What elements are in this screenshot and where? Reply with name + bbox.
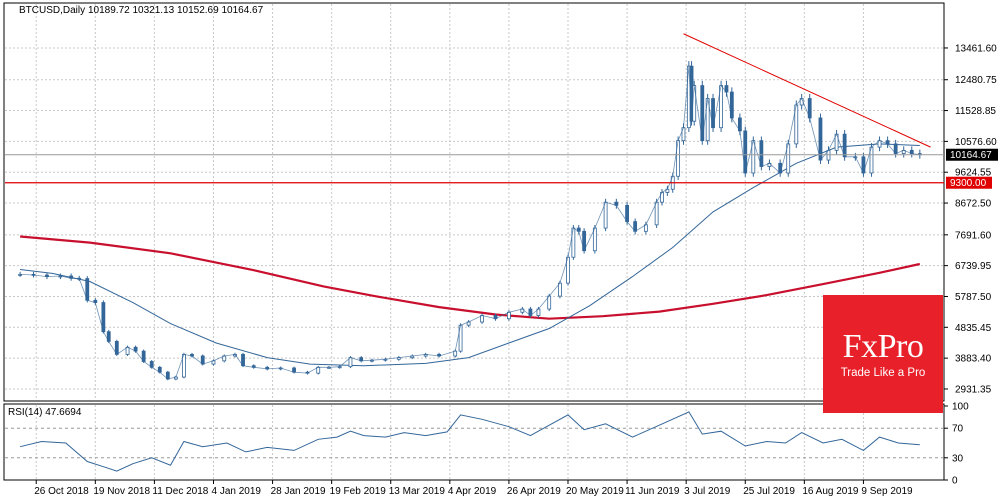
y-tick-label: 8672.50 [955,199,992,210]
price-y-axis: 13461.60 12480.75 11528.85 10576.60 9624.55 8… [944,43,997,395]
x-tick-label: 26 Apr 2019 [507,486,561,497]
x-tick-label: 26 Oct 2018 [34,486,89,497]
x-tick-label: 28 Jan 2019 [271,486,326,497]
y-tick-label: 7691.60 [955,230,992,241]
y-tick-label: 12480.75 [955,75,997,86]
x-tick-label: 4 Apr 2019 [448,486,497,497]
y-tick-label: 9624.55 [955,168,992,179]
y-tick-label: 13461.60 [955,43,997,54]
x-tick-label: 19 Feb 2019 [330,486,387,497]
ma-short-line [20,143,920,367]
fxpro-logo: FxPro [842,328,924,365]
y-tick-label: 4835.45 [955,323,992,334]
rsi-levels [5,427,943,459]
ohlc-label: 10189.72 10321.13 10152.69 10164.67 [88,5,264,16]
rsi-series [19,411,920,472]
rsi-y-axis: 100 70 30 0 [944,402,969,487]
y-tick-label: 5787.50 [955,292,992,303]
candle-body [453,350,458,357]
rsi-grid [35,405,864,479]
ma-long-line [20,235,921,320]
x-axis: 26 Oct 2018 19 Nov 2018 11 Dec 2018 4 Jan 2… [34,480,913,497]
y-tick-label: 2931.35 [955,384,992,395]
x-tick-label: 4 Jan 2019 [211,486,261,497]
x-tick-label: 19 Nov 2018 [93,486,150,497]
rsi-panel [3,403,945,481]
x-tick-label: 9 Sep 2019 [861,486,913,497]
candle-body [507,311,511,320]
ma-long-series [20,235,921,320]
rsi-line [19,411,920,472]
chart-overlays: 10164.67 9300.00 [5,33,998,189]
current-price-label: 10164.67 [950,150,992,161]
x-tick-label: 3 Jul 2019 [684,486,731,497]
support-label: 9300.00 [950,178,987,189]
price-grid [5,4,943,400]
rsi-tick-label: 70 [952,424,964,435]
trendline [683,33,931,148]
support-tag [946,176,992,189]
x-tick-label: 20 May 2019 [566,486,624,497]
x-tick-label: 25 Jul 2019 [743,486,795,497]
candle-body [547,295,552,310]
x-tick-label: 16 Aug 2019 [802,486,859,497]
ma-short-series [20,143,920,367]
candle-body [558,282,562,297]
rsi-tick-label: 30 [952,453,964,464]
candle-body [654,201,659,226]
fxpro-brand-badge: FxPro Trade Like a Pro [823,295,943,413]
price-series [18,61,922,381]
rsi-label: RSI(14) 47.6694 [8,407,82,418]
rsi-tick-label: 0 [952,476,958,487]
candle-body [480,315,484,323]
y-tick-label: 6739.95 [955,261,992,272]
y-tick-label: 3883.40 [955,354,992,365]
rsi-tick-label: 100 [952,402,969,413]
current-price-tag [946,148,998,161]
x-tick-label: 11 Dec 2018 [152,486,208,497]
candle-body [603,201,608,229]
price-close-line [20,66,920,380]
brand-tagline: Trade Like a Pro [840,367,926,379]
candle-body [625,205,629,222]
symbol-label: BTCUSD,Daily [19,5,85,16]
y-tick-label: 11528.85 [955,106,996,117]
candle-body [818,117,823,161]
candle-body [592,227,597,252]
y-tick-label: 10576.60 [955,137,997,148]
x-tick-label: 11 Jun 2019 [625,486,680,497]
x-tick-label: 13 Mar 2019 [389,486,446,497]
price-panel [3,2,945,402]
